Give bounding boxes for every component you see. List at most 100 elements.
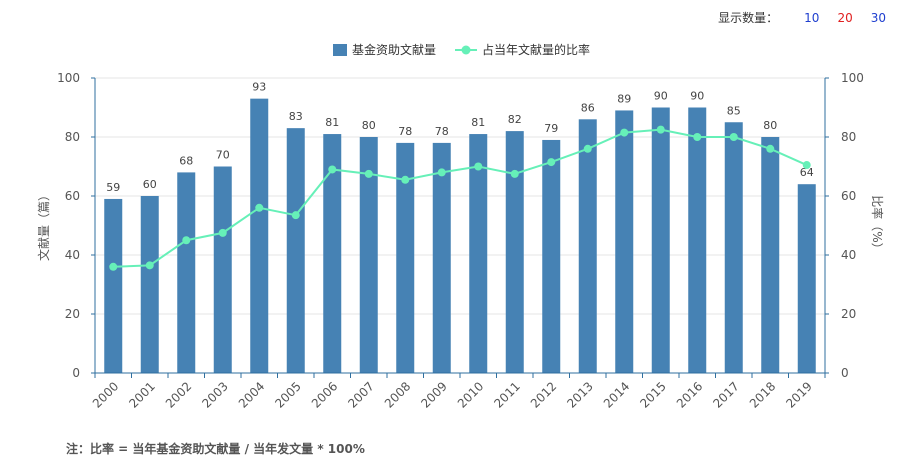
x-tick-label: 2011 [491, 379, 522, 410]
x-tick-label: 2008 [382, 379, 413, 410]
ratio-point[interactable] [620, 128, 629, 137]
ratio-point[interactable] [291, 211, 300, 220]
bar[interactable] [724, 122, 743, 373]
ratio-point[interactable] [802, 161, 811, 170]
bar[interactable] [688, 107, 707, 374]
chart: 基金资助文献量 占当年文献量的比率 59 60 68 70 93 83 81 80 78 78 81… [36, 42, 885, 411]
x-tick-label: 2017 [710, 379, 741, 410]
bar[interactable] [761, 137, 780, 373]
bar[interactable] [104, 198, 123, 373]
bar[interactable] [505, 131, 524, 373]
ratio-point[interactable] [547, 158, 556, 167]
bar[interactable] [797, 184, 816, 373]
y2-tick-label: 60 [841, 189, 856, 203]
x-tick-label: 2015 [637, 379, 668, 410]
bar-data-label: 93 [252, 81, 266, 94]
y-tick-label: 60 [65, 189, 80, 203]
ratio-point[interactable] [656, 125, 665, 134]
ratio-point[interactable] [729, 133, 738, 141]
x-tick-label: 2003 [199, 379, 230, 410]
bar[interactable] [213, 166, 232, 374]
line-series [109, 125, 811, 271]
x-tick-label: 2001 [126, 379, 157, 410]
bar-data-label: 59 [106, 181, 120, 194]
bar[interactable] [286, 128, 305, 373]
y2-tick-label: 100 [841, 71, 864, 85]
ratio-point[interactable] [328, 165, 337, 174]
legend: 基金资助文献量 占当年文献量的比率 [333, 42, 590, 57]
y2-axis-title: 比率（%） [870, 195, 885, 254]
bar-data-label: 82 [508, 113, 522, 126]
ratio-point[interactable] [218, 228, 227, 237]
x-tick-label: 2016 [674, 379, 705, 410]
bar[interactable] [140, 196, 159, 373]
y-tick-label: 40 [65, 248, 80, 262]
x-tick-label: 2012 [528, 379, 559, 410]
x-tick-label: 2010 [455, 379, 486, 410]
y2-tick-label: 80 [841, 130, 856, 144]
ratio-point[interactable] [182, 236, 191, 245]
x-tick-label: 2006 [309, 379, 340, 410]
bar-data-label: 60 [143, 178, 157, 191]
bar[interactable] [396, 142, 415, 373]
bar[interactable] [250, 98, 269, 374]
legend-label-bar[interactable]: 基金资助文献量 [352, 42, 436, 57]
y-tick-label: 0 [72, 366, 80, 380]
ratio-point[interactable] [109, 262, 118, 271]
bar-data-label: 80 [763, 119, 777, 132]
x-tick-label: 2007 [345, 379, 376, 410]
bar[interactable] [615, 110, 634, 373]
display-count-option-10[interactable]: 10 [804, 10, 820, 25]
y2-tick-label: 20 [841, 307, 856, 321]
bar-data-label: 68 [179, 154, 193, 167]
bar-data-label: 90 [690, 90, 704, 103]
ratio-point[interactable] [364, 169, 373, 178]
display-count-option-20[interactable]: 20 [837, 10, 853, 25]
y-tick-label: 80 [65, 130, 80, 144]
bar[interactable] [469, 134, 488, 373]
bar[interactable] [177, 172, 196, 373]
display-count-option-30[interactable]: 30 [870, 10, 886, 25]
ratio-point[interactable] [255, 203, 264, 212]
bar[interactable] [578, 119, 597, 373]
x-tick-label: 2013 [564, 379, 595, 410]
x-tick-label: 2004 [236, 379, 267, 410]
legend-label-line[interactable]: 占当年文献量的比率 [482, 42, 590, 57]
bar-data-label: 86 [581, 101, 595, 114]
bar-data-label: 78 [435, 125, 449, 138]
ratio-point[interactable] [510, 169, 519, 178]
x-tick-label: 2018 [747, 379, 778, 410]
ratio-point[interactable] [693, 133, 702, 141]
ratio-point[interactable] [474, 162, 483, 171]
ratio-point[interactable] [583, 144, 592, 153]
bar-data-label: 81 [325, 116, 339, 129]
y2-tick-label: 40 [841, 248, 856, 262]
y-tick-label: 100 [57, 71, 80, 85]
bar-data-label: 81 [471, 116, 485, 129]
ratio-point[interactable] [437, 168, 446, 177]
y-axis-title: 文献量（篇） [36, 189, 51, 261]
bar-series: 59 60 68 70 93 83 81 80 78 78 81 82 79 86 89 90 90 85 80 64 [104, 81, 816, 374]
legend-swatch-bar[interactable] [333, 44, 347, 56]
x-tick-label: 2005 [272, 379, 303, 410]
bar[interactable] [359, 137, 378, 373]
bar-data-label: 64 [800, 166, 814, 179]
bar[interactable] [542, 139, 561, 373]
y-tick-label: 20 [65, 307, 80, 321]
ratio-line [113, 128, 808, 268]
bar[interactable] [323, 134, 342, 373]
ratio-point[interactable] [766, 144, 775, 153]
legend-swatch-marker [461, 45, 471, 55]
x-tick-label: 2019 [783, 379, 814, 410]
footnote: 注：比率 = 当年基金资助文献量 / 当年发文量 * 100% [66, 442, 365, 456]
bar-data-label: 70 [216, 149, 230, 162]
x-tick-label: 2009 [418, 379, 449, 410]
x-tick-label: 2000 [90, 379, 121, 410]
bar[interactable] [432, 142, 451, 373]
ratio-point[interactable] [401, 175, 410, 184]
ratio-point[interactable] [145, 261, 154, 270]
bar[interactable] [651, 107, 670, 374]
bar-data-label: 78 [398, 125, 412, 138]
y2-tick-label: 0 [841, 366, 849, 380]
bar-data-label: 89 [617, 92, 631, 105]
